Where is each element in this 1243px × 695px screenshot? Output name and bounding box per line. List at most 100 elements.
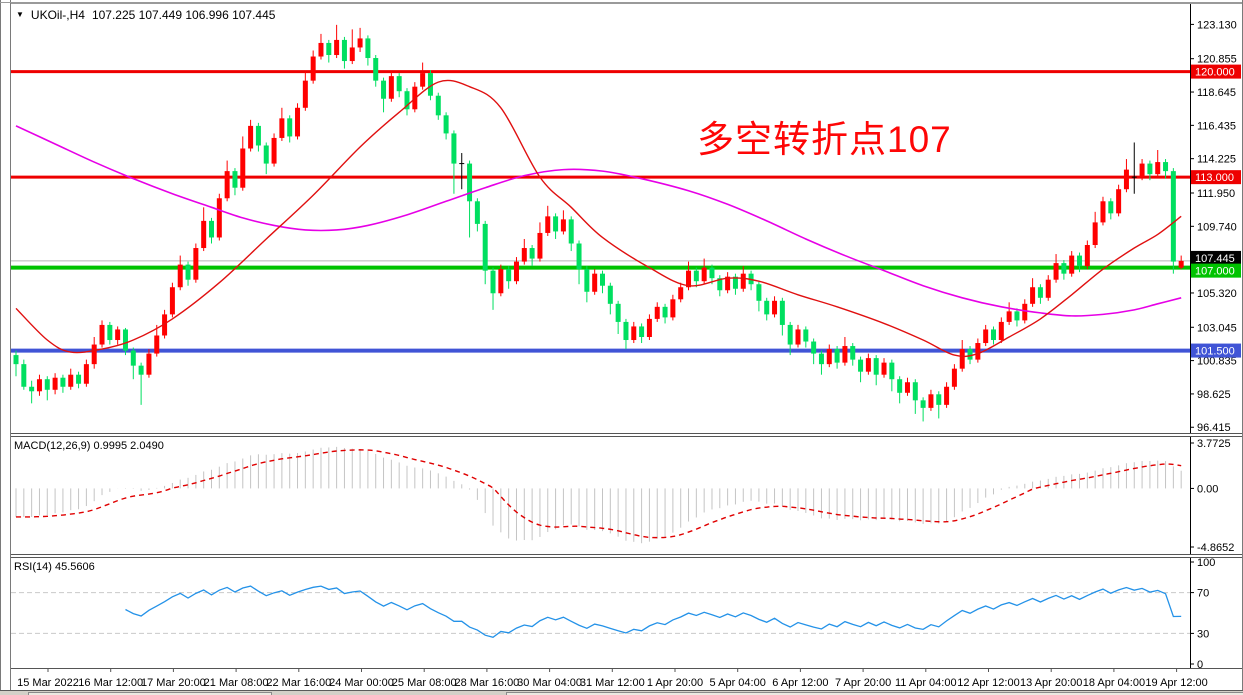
- candle: [1178, 255, 1184, 270]
- window-left-edge: [0, 0, 11, 695]
- candle: [881, 358, 887, 378]
- candle: [732, 273, 738, 295]
- candle: [1053, 254, 1059, 283]
- candle: [451, 130, 457, 194]
- candle: [920, 397, 926, 422]
- candle: [498, 264, 504, 297]
- candle: [717, 275, 723, 297]
- time-tick-label: 25 Mar 08:00: [392, 677, 457, 689]
- price-axis: 123.130 120.855 118.645 116.435 114.225 111.9…: [1190, 19, 1241, 434]
- candle: [709, 264, 715, 285]
- price-tick-label: 98.625: [1197, 389, 1231, 401]
- price-tick-label: 118.645: [1197, 87, 1236, 99]
- candle: [1069, 251, 1075, 277]
- candle: [545, 205, 551, 236]
- time-tick-label: 13 Apr 20:00: [1020, 677, 1082, 689]
- time-tick-label: 11 Apr 04:00: [895, 677, 957, 689]
- candle: [334, 24, 340, 59]
- candle: [904, 377, 910, 396]
- price-badge: [1191, 64, 1241, 79]
- candle: [560, 210, 566, 235]
- candle: [21, 359, 27, 390]
- ma-slow-line: [15, 125, 1182, 317]
- candle: [122, 327, 128, 356]
- candle: [263, 142, 269, 175]
- candle: [310, 50, 316, 84]
- candle: [1006, 302, 1012, 325]
- candle: [248, 119, 254, 152]
- macd-tick-label: 3.7725: [1197, 438, 1231, 450]
- candle: [670, 294, 676, 321]
- candle: [1139, 159, 1145, 181]
- candle: [1131, 142, 1137, 194]
- candle: [592, 269, 598, 295]
- candle: [865, 353, 871, 375]
- candle: [193, 243, 199, 283]
- candle: [279, 107, 285, 141]
- price-badge-label: 107.000: [1195, 266, 1235, 278]
- candle: [787, 321, 793, 356]
- candle: [107, 321, 113, 345]
- candle: [662, 303, 668, 324]
- rsi-label: RSI(14): [14, 561, 52, 573]
- time-tick-label: 21 Mar 08:00: [204, 677, 269, 689]
- macd-indicator-label: MACD(12,26,9) 0.9995 2.0490: [14, 440, 164, 452]
- candle: [209, 217, 214, 244]
- candle: [779, 297, 785, 336]
- candle: [467, 160, 473, 238]
- candle: [255, 122, 261, 152]
- candle: [756, 281, 762, 312]
- candle: [983, 324, 989, 347]
- candle: [623, 318, 629, 350]
- candle: [474, 198, 480, 232]
- bottom-tab[interactable]: [506, 692, 1243, 695]
- rsi-tick-label: 0: [1197, 659, 1203, 671]
- rsi-axis: 100 70 30 0: [1190, 557, 1215, 671]
- candle: [873, 355, 879, 386]
- candle: [373, 55, 379, 87]
- candle: [435, 92, 441, 120]
- candle: [404, 88, 410, 116]
- price-tick-label: 123.130: [1197, 19, 1237, 31]
- macd-axis: 3.7725 0.00 -4.8652: [1190, 438, 1234, 554]
- candle: [459, 153, 465, 190]
- time-tick-label: 19 Apr 12:00: [1145, 677, 1207, 689]
- candle: [68, 368, 74, 390]
- rsi-tick-label: 70: [1197, 588, 1209, 600]
- candle: [1077, 252, 1083, 273]
- candle: [897, 376, 903, 404]
- candle: [639, 323, 645, 344]
- bottom-tab[interactable]: [28, 692, 272, 695]
- price-badge: [1191, 250, 1241, 265]
- candle: [1155, 150, 1161, 178]
- panel-frames: [10, 3, 1242, 689]
- candle: [420, 62, 426, 90]
- price-tick-label: 103.045: [1197, 322, 1237, 334]
- candle: [521, 238, 527, 265]
- time-tick-label: 31 Mar 12:00: [580, 677, 645, 689]
- candle: [1116, 184, 1122, 217]
- candle: [115, 326, 121, 345]
- macd-values: 0.9995 2.0490: [93, 440, 164, 452]
- candle: [654, 302, 660, 322]
- time-tick-label: 30 Mar 04:00: [517, 677, 582, 689]
- candle: [818, 350, 824, 375]
- candle: [1123, 159, 1129, 193]
- symbol-dropdown-icon[interactable]: ▼: [16, 10, 24, 19]
- rsi-tick-label: 100: [1197, 557, 1215, 569]
- candle: [130, 347, 136, 380]
- price-tick-label: 96.415: [1197, 422, 1231, 434]
- candle: [1108, 198, 1114, 220]
- candle: [584, 266, 590, 303]
- time-tick-label: 28 Mar 16:00: [454, 677, 519, 689]
- candle: [772, 296, 778, 318]
- candle: [357, 27, 363, 52]
- price-badge: [1191, 263, 1241, 278]
- candle: [607, 282, 613, 315]
- candle: [936, 391, 942, 419]
- candle: [318, 33, 324, 60]
- candle: [36, 374, 42, 396]
- candle: [83, 359, 89, 387]
- candle: [365, 35, 371, 66]
